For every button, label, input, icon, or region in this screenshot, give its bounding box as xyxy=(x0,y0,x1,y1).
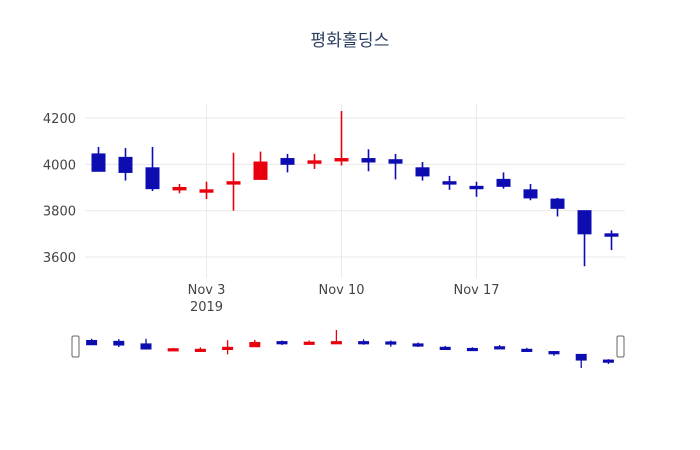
y-axis-tick-4000: 4000 xyxy=(43,158,76,173)
x-axis-tick-label: Nov 3 xyxy=(188,283,226,298)
rangeslider-candle-body-4 xyxy=(194,348,206,352)
candlestick-4[interactable] xyxy=(199,181,214,200)
candlestick-6[interactable] xyxy=(253,151,268,180)
candlestick-13[interactable] xyxy=(442,175,457,190)
x-axis-tick-label: Nov 17 xyxy=(453,283,499,298)
y-axis-tick-4200: 4200 xyxy=(43,112,76,127)
candlestick-16[interactable] xyxy=(523,184,538,201)
candlestick-9[interactable] xyxy=(334,111,349,166)
x-axis-tick-sublabel: 2019 xyxy=(190,300,223,315)
rangeslider-candle-body-2 xyxy=(140,343,152,350)
page-title: 평화홀딩스 xyxy=(310,31,390,51)
candle-body xyxy=(496,178,511,187)
candlestick-12[interactable] xyxy=(415,162,430,181)
candlestick-14[interactable] xyxy=(469,181,484,197)
y-axis-tick-3600: 3600 xyxy=(43,251,76,266)
rangeslider-candle-body-17 xyxy=(548,351,560,355)
candlestick-1[interactable] xyxy=(118,148,133,181)
candle-body xyxy=(388,159,403,164)
rangeslider-candle-body-14 xyxy=(466,347,478,352)
candlestick-18[interactable] xyxy=(577,210,592,267)
candle-body xyxy=(442,181,457,185)
candlestick-17[interactable] xyxy=(550,197,565,217)
rangeslider-candle-body-16 xyxy=(521,348,533,352)
rangeslider-candle-body-12 xyxy=(412,343,424,347)
candle-body xyxy=(550,198,565,209)
candle-body xyxy=(172,187,187,191)
rangeslider-candle-body-5 xyxy=(222,346,234,350)
candlestick-2[interactable] xyxy=(145,146,160,191)
rangeslider-candle-body-18 xyxy=(575,353,587,361)
candle-body xyxy=(361,158,376,163)
rangeslider-candle-body-15 xyxy=(494,346,506,350)
candlestick-11[interactable] xyxy=(388,153,403,180)
candle-body xyxy=(577,210,592,235)
candle-body xyxy=(469,185,484,190)
rangeslider-candle-body-13 xyxy=(439,346,451,350)
candle-body xyxy=(415,167,430,177)
rangeslider-left-handle[interactable] xyxy=(71,335,80,358)
rangeslider-candle-body-7 xyxy=(276,341,288,345)
rangeslider-candle-body-1 xyxy=(113,340,125,346)
rangeslider-candle-body-6 xyxy=(249,341,261,348)
candlestick-7[interactable] xyxy=(280,153,295,173)
candlestick-15[interactable] xyxy=(496,172,511,189)
candle-body xyxy=(253,161,268,180)
candle-body xyxy=(604,233,619,237)
rangeslider-candle-body-10 xyxy=(358,341,370,345)
candle-body xyxy=(199,189,214,193)
rangeslider-candle-body-11 xyxy=(385,341,397,345)
candle-body xyxy=(334,158,349,162)
candlestick-19[interactable] xyxy=(604,230,619,251)
rangeslider-candle-body-8 xyxy=(303,341,315,345)
rangeslider-right-handle[interactable] xyxy=(616,335,625,358)
candle-body xyxy=(91,153,106,172)
rangeslider-candle-body-0 xyxy=(86,339,98,346)
rangeslider[interactable] xyxy=(71,330,625,368)
x-axis-tick-label: Nov 10 xyxy=(318,283,364,298)
candlestick-5[interactable] xyxy=(226,152,241,211)
candlestick-10[interactable] xyxy=(361,149,376,172)
candle-body xyxy=(145,167,160,190)
candlestick-0[interactable] xyxy=(91,146,106,172)
y-axis-tick-3800: 3800 xyxy=(43,205,76,220)
rangeslider-candle-body-9 xyxy=(330,341,342,345)
rangeslider-candle-body-3 xyxy=(167,348,179,352)
candlestick-8[interactable] xyxy=(307,153,322,169)
candlestick-3[interactable] xyxy=(172,184,187,194)
candle-body xyxy=(226,181,241,185)
candle-body xyxy=(523,189,538,199)
rangeslider-candle-body-19 xyxy=(602,359,614,363)
candle-body xyxy=(280,158,295,165)
candle-body xyxy=(118,156,133,173)
candle-body xyxy=(307,160,322,164)
